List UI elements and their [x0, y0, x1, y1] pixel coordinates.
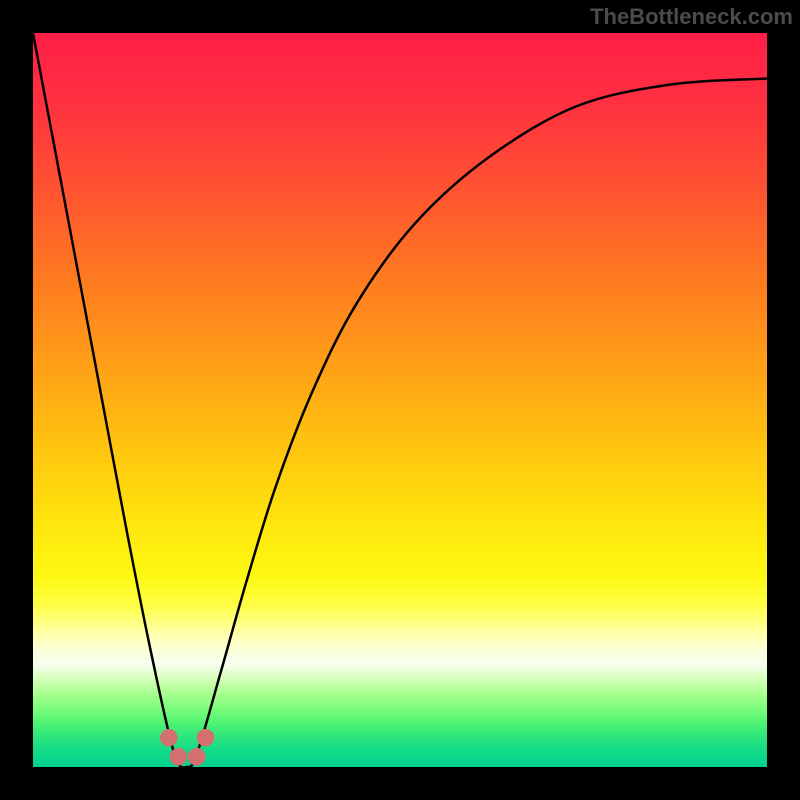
plot-area [33, 33, 767, 767]
curve-path [33, 33, 767, 767]
bottleneck-chart: TheBottleneck.com [0, 0, 800, 800]
dip-marker [160, 729, 178, 747]
dip-marker [188, 748, 206, 766]
watermark-text: TheBottleneck.com [590, 4, 793, 30]
dip-marker [170, 748, 188, 766]
dip-marker [197, 729, 215, 747]
bottleneck-curve [33, 33, 767, 767]
dip-markers [160, 729, 214, 766]
